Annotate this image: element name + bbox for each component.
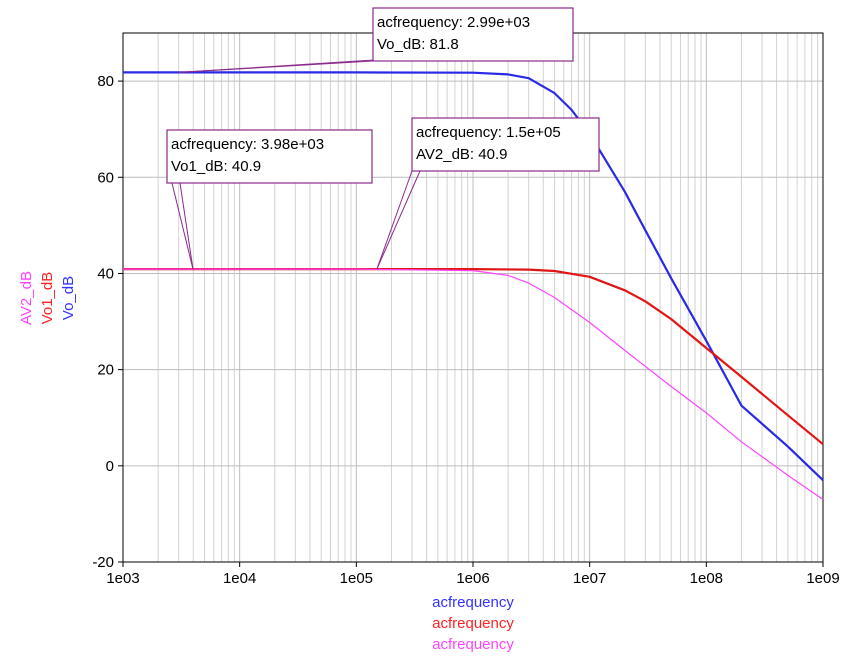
x-tick-label: 1e07 xyxy=(573,570,606,587)
x-tick-label: 1e04 xyxy=(223,570,256,587)
y-tick-label: 20 xyxy=(97,362,114,379)
y-tick-label: -20 xyxy=(92,554,114,571)
marker-label-line2: AV2_dB: 40.9 xyxy=(416,146,507,163)
x-axis-label: acfrequency xyxy=(432,594,514,611)
y-tick-label: 80 xyxy=(97,73,114,90)
x-tick-label: 1e05 xyxy=(340,570,373,587)
marker-label-line2: Vo1_dB: 40.9 xyxy=(171,158,261,175)
marker-box xyxy=(411,117,600,172)
marker-leader-line xyxy=(178,59,375,73)
y-axis-label: Vo1_dB xyxy=(39,272,56,325)
series-line xyxy=(123,268,824,500)
x-axis-labels: acfrequency acfrequency acfrequency xyxy=(432,594,514,653)
x-axis-label: acfrequency xyxy=(432,615,514,632)
marker-leader-line xyxy=(179,182,194,270)
series-line xyxy=(123,268,824,446)
marker-label-line2: Vo_dB: 81.8 xyxy=(377,36,459,53)
series-layer xyxy=(123,71,824,500)
y-tick-label: 0 xyxy=(106,458,114,475)
marker-leader-line xyxy=(376,170,413,270)
x-tick-label: 1e03 xyxy=(106,570,139,587)
x-axis-label: acfrequency xyxy=(432,636,514,653)
x-tick-label: 1e09 xyxy=(806,570,839,587)
x-tick-label: 1e08 xyxy=(690,570,723,587)
marker-label-line1: acfrequency: 2.99e+03 xyxy=(377,14,530,31)
marker-box xyxy=(372,7,574,62)
y-tick-labels: -20 0 20 40 60 80 xyxy=(92,73,123,571)
grid xyxy=(122,33,823,563)
marker-label-line1: acfrequency: 3.98e+03 xyxy=(171,136,324,153)
y-axis-labels: AV2_dB Vo1_dB Vo_dB xyxy=(18,271,77,325)
y-tick-label: 60 xyxy=(97,169,114,186)
marker-label-line1: acfrequency: 1.5e+05 xyxy=(416,124,561,141)
y-axis-label: AV2_dB xyxy=(18,271,35,325)
series-line xyxy=(123,71,824,481)
y-tick-label: 40 xyxy=(97,265,114,282)
x-tick-label: 1e06 xyxy=(456,570,489,587)
marker-box xyxy=(166,129,373,184)
x-tick-labels: 1e03 1e04 1e05 1e06 1e07 1e08 1e09 xyxy=(106,562,840,587)
markers-layer: acfrequency: 2.99e+03 Vo_dB: 81.8 acfreque… xyxy=(166,7,600,270)
marker-leader-line xyxy=(376,170,421,270)
marker-leader-line xyxy=(171,182,194,270)
y-axis-label: Vo_dB xyxy=(60,276,77,320)
